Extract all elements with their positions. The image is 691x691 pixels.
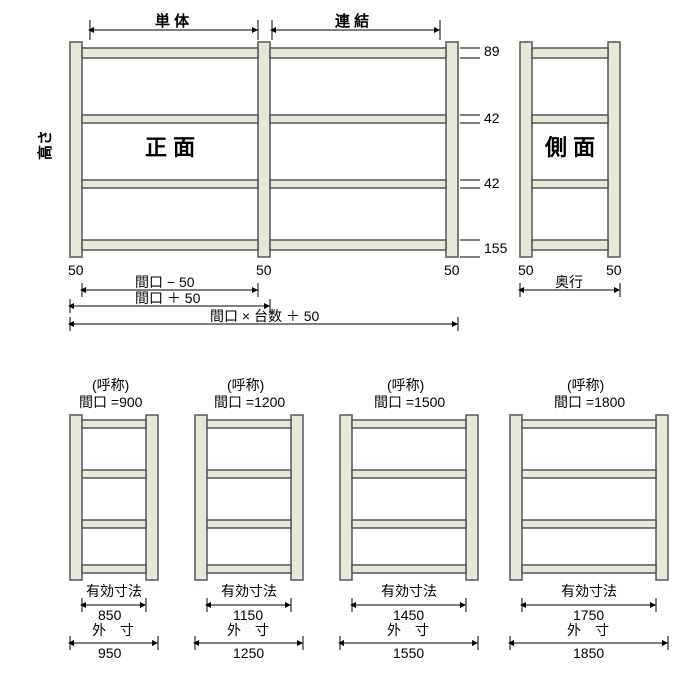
out-label: 外 寸 [387, 622, 429, 638]
side-face-label: 側 面 [544, 135, 595, 160]
out-label: 外 寸 [227, 622, 269, 638]
unit-3: (呼称)間口 =1800 有効寸法 1750外 寸 1850 [510, 377, 668, 661]
label-linked: 連 結 [335, 12, 369, 30]
label-single: 単 体 [155, 12, 190, 30]
eff-val: 1150 [233, 607, 263, 623]
height-label: 高さ [36, 130, 54, 160]
post-50-2: 50 [256, 262, 272, 278]
front-face-label: 正 面 [145, 135, 195, 160]
out-val: 1850 [573, 645, 604, 661]
dim-155: 155 [484, 240, 508, 256]
eff-label: 有効寸法 [561, 583, 617, 599]
eff-label: 有効寸法 [221, 583, 277, 599]
unit-0: (呼称)間口 =900 有効寸法 850外 寸 950 [70, 377, 158, 661]
formula-2: 間口 ＋ 50 [135, 290, 201, 306]
out-val: 950 [98, 645, 122, 661]
out-val: 1250 [233, 645, 264, 661]
front-shelf [70, 42, 458, 257]
formula-3: 間口 × 台数 ＋ 50 [210, 308, 320, 324]
out-val: 1550 [393, 645, 424, 661]
unit-width: 間口 =1800 [554, 394, 625, 410]
formula-1: 間口 − 50 [135, 274, 195, 290]
unit-width: 間口 =1200 [214, 394, 285, 410]
unit-title: (呼称) [227, 377, 264, 393]
eff-label: 有効寸法 [381, 583, 437, 599]
dim-42a: 42 [484, 110, 500, 126]
unit-1: (呼称)間口 =1200 有効寸法 1150外 寸 1250 [195, 377, 303, 661]
unit-title: (呼称) [567, 377, 604, 393]
unit-title: (呼称) [92, 377, 129, 393]
eff-val: 1450 [393, 607, 424, 623]
out-label: 外 寸 [567, 622, 609, 638]
depth-label: 奥行 [555, 274, 583, 290]
dim-42b: 42 [484, 175, 500, 191]
eff-label: 有効寸法 [86, 583, 142, 599]
eff-val: 1750 [573, 607, 604, 623]
post-50-1: 50 [68, 262, 84, 278]
diagram-canvas: 単 体 連 結 高さ 正 面 89 42 42 155 50 50 50 間口 … [0, 0, 691, 691]
unit-width: 間口 =1500 [374, 394, 445, 410]
eff-val: 850 [98, 607, 122, 623]
unit-2: (呼称)間口 =1500 有効寸法 1450外 寸 1550 [340, 377, 478, 661]
unit-width: 間口 =900 [79, 394, 143, 410]
side-50-2: 50 [606, 262, 622, 278]
out-label: 外 寸 [92, 622, 134, 638]
dim-89: 89 [484, 43, 500, 59]
post-50-3: 50 [444, 262, 460, 278]
unit-title: (呼称) [387, 377, 424, 393]
side-50-1: 50 [518, 262, 534, 278]
